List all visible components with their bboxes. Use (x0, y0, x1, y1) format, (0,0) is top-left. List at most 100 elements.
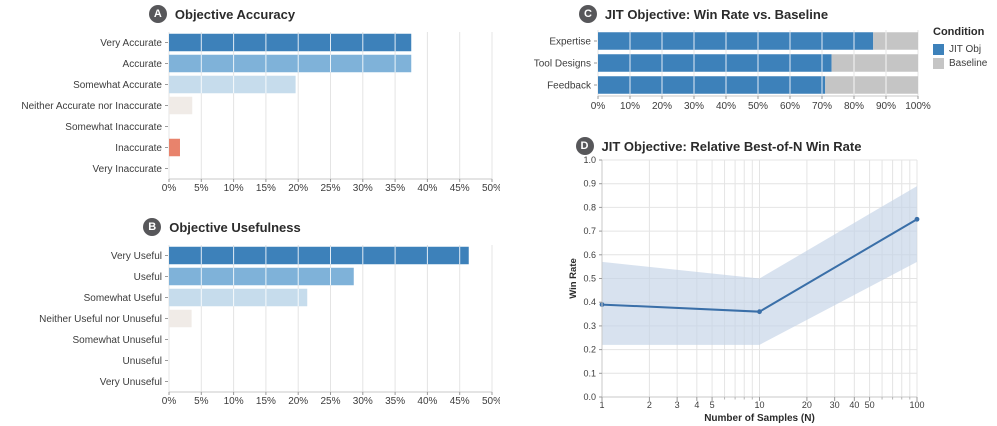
bar-segment-feedback (825, 76, 918, 94)
category-label: Inaccurate (115, 143, 162, 154)
bar-segment-neither-accurate-nor-inaccurate (169, 96, 193, 115)
category-label: Somewhat Accurate (73, 80, 162, 91)
x-tick-label: 60% (780, 101, 800, 112)
bar-segment-neither-useful-nor-unuseful (169, 309, 192, 328)
x-tick-label: 30% (684, 101, 704, 112)
panel-objective-accuracy: A Objective Accuracy Very Accurate Accura… (0, 0, 500, 204)
x-tick-label: 90% (876, 101, 896, 112)
x-tick-label: 30% (353, 396, 373, 407)
legend-item-jit-obj: JIT Obj (933, 44, 987, 55)
x-tick-label: 20% (288, 183, 308, 194)
x-tick-label: 100 (909, 400, 924, 410)
category-label: Expertise (549, 37, 591, 48)
chart-svg: Expertise Tool Designs Feedback 0% 10% 20% 30%… (534, 30, 931, 112)
bar-segment-expertise (598, 32, 874, 50)
x-tick-label: 80% (844, 101, 864, 112)
y-tick-label: 0.1 (583, 368, 596, 378)
x-tick-label: 10% (224, 396, 244, 407)
x-tick-label: 40% (417, 396, 437, 407)
bar-segment-inaccurate (169, 138, 180, 157)
x-tick-label: 20% (652, 101, 672, 112)
chart-svg: 0.0 0.1 0.2 0.3 0.4 0.5 0.6 0.7 0.8 0.9 1.0 1 2 3 4 5 10… (568, 156, 925, 424)
y-tick-label: 0.4 (583, 297, 596, 307)
category-label: Somewhat Inaccurate (65, 122, 162, 133)
x-tick-label: 40% (417, 183, 437, 194)
bar-segment-tool-designs (598, 54, 832, 72)
x-tick-label: 70% (812, 101, 832, 112)
bar-chart-objective-accuracy: Very Accurate Accurate Somewhat Accurate Ne… (0, 24, 500, 200)
x-tick-label: 50% (482, 183, 500, 194)
bar-segment-somewhat-useful (169, 288, 308, 307)
category-label: Very Inaccurate (93, 164, 163, 175)
legend-label-jit-obj: JIT Obj (949, 44, 982, 55)
category-label: Tool Designs (534, 59, 591, 70)
y-tick-label: 0.9 (583, 179, 596, 189)
x-tick-label: 30% (353, 183, 373, 194)
x-tick-label: 0% (162, 396, 177, 407)
bar-segment-very-useful (169, 246, 469, 265)
panel-badge-b: B (143, 218, 162, 236)
x-tick-label: 5% (194, 396, 209, 407)
category-label: Useful (134, 272, 162, 283)
x-tick-label: 35% (385, 183, 405, 194)
bar-segment-tool-designs (831, 54, 918, 72)
x-tick-label: 40 (849, 400, 859, 410)
category-label: Very Useful (111, 251, 162, 262)
panel-d-title-row: D JIT Objective: Relative Best-of-N Win … (520, 136, 997, 156)
x-tick-label: 45% (450, 183, 470, 194)
legend-label-baseline: Baseline (949, 58, 988, 69)
x-tick-label: 5% (194, 183, 209, 194)
x-tick-label: 20 (802, 400, 812, 410)
chart-svg: Very Useful Useful Somewhat Useful Neither … (39, 245, 500, 407)
line-chart-best-of-n: 0.0 0.1 0.2 0.3 0.4 0.5 0.6 0.7 0.8 0.9 1.0 1 2 3 4 5 10… (520, 156, 997, 426)
panel-b-title-row: B Objective Usefulness (0, 217, 500, 237)
bar-segment-accurate (169, 54, 412, 73)
chart-svg: Very Accurate Accurate Somewhat Accurate Ne… (21, 32, 500, 194)
y-tick-label: 0.7 (583, 226, 596, 236)
x-tick-label: 15% (256, 396, 276, 407)
legend-item-baseline: Baseline (933, 58, 987, 69)
bar-chart-objective-usefulness: Very Useful Useful Somewhat Useful Neither … (0, 237, 500, 413)
x-tick-label: 10 (754, 400, 764, 410)
y-tick-label: 0.0 (583, 392, 596, 402)
bar-segment-very-accurate (169, 33, 412, 52)
stacked-bar-chart-win-rate: Expertise Tool Designs Feedback 0% 10% 20% 30%… (520, 24, 997, 116)
bar-segment-somewhat-accurate (169, 75, 296, 94)
panel-title-a: Objective Accuracy (174, 6, 296, 22)
x-tick-label: 3 (675, 400, 680, 410)
x-axis-title: Number of Samples (N) (704, 413, 815, 424)
panel-best-of-n-win-rate: D JIT Objective: Relative Best-of-N Win … (520, 128, 997, 426)
y-tick-label: 0.2 (583, 345, 596, 355)
x-tick-label: 4 (694, 400, 699, 410)
legend-condition: Condition JIT Obj Baseline (933, 26, 987, 69)
bar-segment-feedback (598, 76, 826, 94)
bar-segment-useful (169, 267, 354, 286)
y-tick-label: 0.5 (583, 274, 596, 284)
panel-title-b: Objective Usefulness (169, 219, 301, 235)
confidence-band (602, 186, 917, 345)
category-label: Somewhat Unuseful (73, 335, 163, 346)
panel-title-d: JIT Objective: Relative Best-of-N Win Ra… (601, 138, 862, 154)
panel-win-rate-vs-baseline: C JIT Objective: Win Rate vs. Baseline E… (520, 0, 997, 122)
panel-c-title-row: C JIT Objective: Win Rate vs. Baseline (520, 4, 997, 24)
legend-title: Condition (933, 26, 985, 38)
x-tick-label: 25% (320, 396, 340, 407)
x-tick-label: 50% (482, 396, 500, 407)
x-tick-label: 45% (450, 396, 470, 407)
category-label: Neither Accurate nor Inaccurate (21, 101, 162, 112)
x-tick-label: 0% (591, 101, 606, 112)
data-point (914, 216, 920, 222)
panel-badge-d: D (575, 137, 594, 155)
panel-a-title-row: A Objective Accuracy (0, 4, 500, 24)
x-tick-label: 40% (716, 101, 736, 112)
category-label: Very Unuseful (100, 377, 162, 388)
panel-title-c: JIT Objective: Win Rate vs. Baseline (604, 6, 829, 22)
y-tick-label: 1.0 (583, 156, 596, 165)
x-tick-label: 20% (288, 396, 308, 407)
x-tick-label: 0% (162, 183, 177, 194)
y-tick-label: 0.8 (583, 202, 596, 212)
category-label: Unuseful (123, 356, 162, 367)
category-label: Neither Useful nor Unuseful (39, 314, 162, 325)
x-tick-label: 30 (830, 400, 840, 410)
